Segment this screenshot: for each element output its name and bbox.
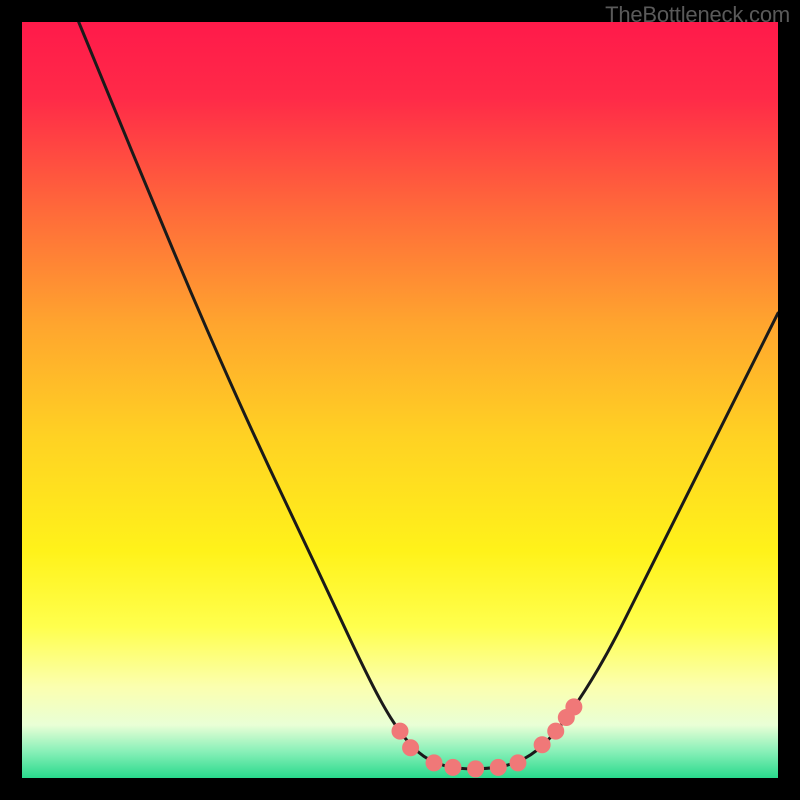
marker-point <box>490 759 506 775</box>
plot-area <box>22 22 778 778</box>
bottleneck-curve <box>79 22 778 769</box>
marker-point <box>392 723 408 739</box>
watermark-text: TheBottleneck.com <box>605 2 790 28</box>
marker-point <box>468 761 484 777</box>
marker-point <box>445 759 461 775</box>
marker-point <box>566 699 582 715</box>
marker-point <box>403 740 419 756</box>
marker-group <box>392 699 582 777</box>
curve-layer <box>22 22 778 778</box>
marker-point <box>510 755 526 771</box>
marker-point <box>426 755 442 771</box>
marker-point <box>534 737 550 753</box>
marker-point <box>548 723 564 739</box>
